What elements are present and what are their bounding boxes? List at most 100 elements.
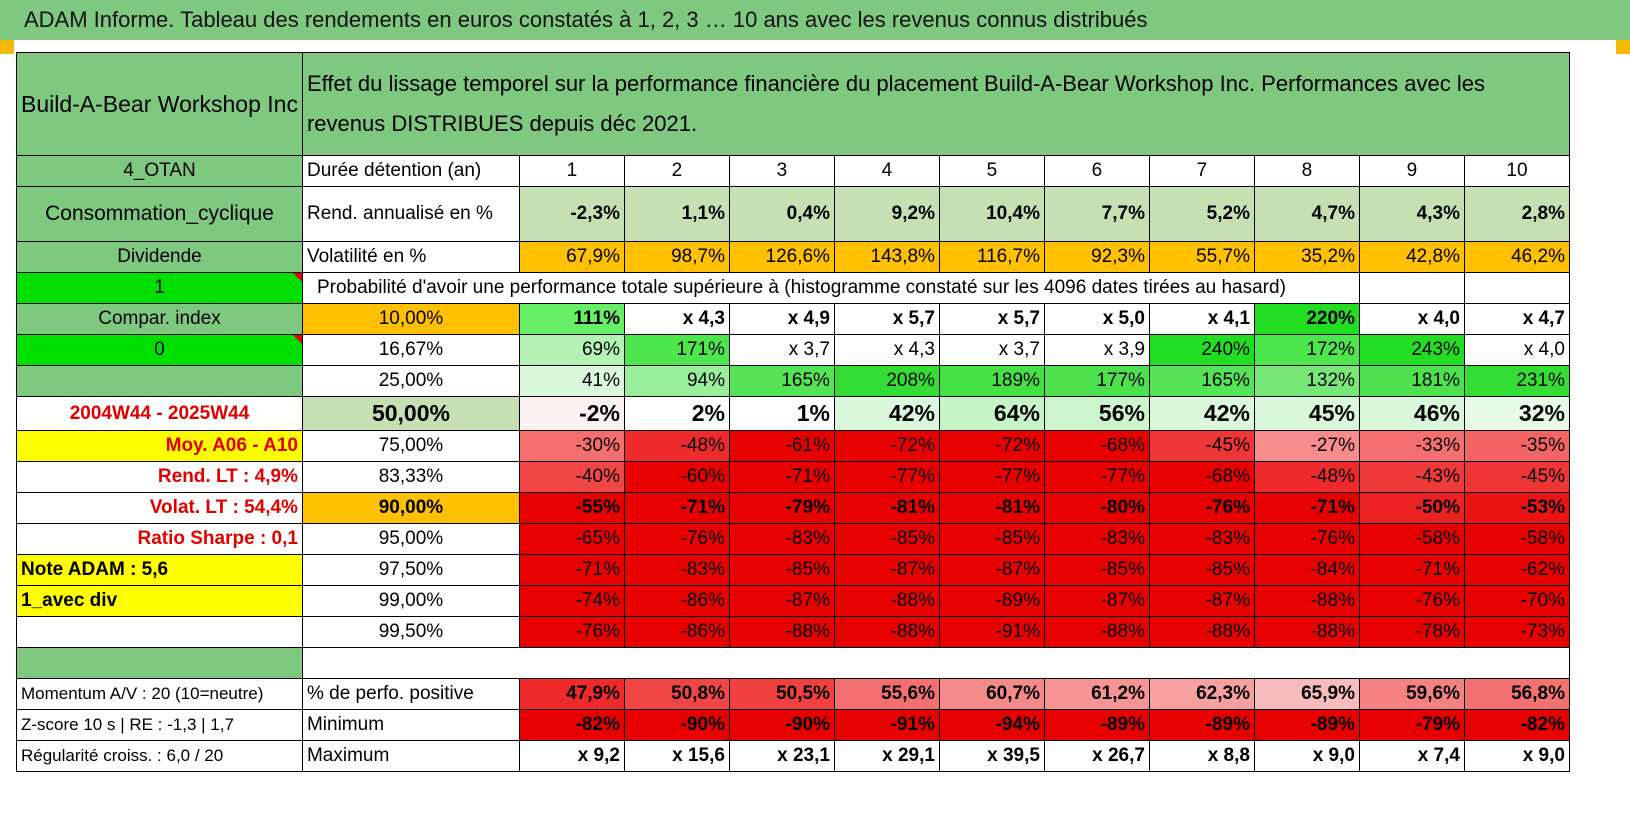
minimum-value: -91% (833, 709, 940, 741)
banner-marker-right (1616, 40, 1630, 54)
volatility-value: 35,2% (1253, 241, 1360, 273)
maximum-value: x 9,0 (1253, 740, 1360, 772)
quantile-value: -58% (1358, 523, 1465, 555)
regularity-info: Régularité croiss. : 6,0 / 20 (16, 740, 303, 772)
period-range: 2004W44 - 2025W44 (16, 396, 303, 431)
blank-green-cell (16, 365, 303, 397)
quantile-value: x 4,9 (728, 303, 835, 335)
quantile-value: -77% (938, 461, 1045, 493)
sector-name: Consommation_cyclique (16, 186, 303, 242)
quantile-value: x 3,7 (728, 334, 835, 366)
quantile-value: -62% (1463, 554, 1570, 586)
minimum-value: -89% (1253, 709, 1360, 741)
quantile-value: 69% (518, 334, 625, 366)
quantile-value: -87% (1148, 585, 1255, 617)
annual-return-value: 5,2% (1148, 186, 1255, 242)
quantile-value: -43% (1358, 461, 1465, 493)
quantile-threshold: 83,33% (301, 461, 520, 493)
positive-value: 62,3% (1148, 678, 1255, 710)
quantile-value: -50% (1358, 492, 1465, 524)
quantile-value: -45% (1148, 430, 1255, 462)
momentum-info: Momentum A/V : 20 (10=neutre) (16, 678, 303, 710)
quantile-value: 172% (1253, 334, 1360, 366)
quantile-value: 189% (938, 365, 1045, 397)
sharpe-ratio: Ratio Sharpe : 0,1 (16, 523, 303, 555)
annual-return-value: 7,7% (1043, 186, 1150, 242)
year-header: 5 (938, 155, 1045, 187)
maximum-value: x 23,1 (728, 740, 835, 772)
spacer-bar (16, 647, 303, 679)
annual-return-value: 2,8% (1463, 186, 1570, 242)
sector-code: 4_OTAN (16, 155, 303, 187)
volatility-value: 92,3% (1043, 241, 1150, 273)
volatility-value: 143,8% (833, 241, 940, 273)
quantile-value: -77% (833, 461, 940, 493)
flag-one-cell[interactable]: 1 (16, 272, 303, 304)
quantile-value: -87% (833, 554, 940, 586)
quantile-value: -71% (623, 492, 730, 524)
quantile-threshold: 97,50% (301, 554, 520, 586)
blank-cell (16, 616, 303, 648)
quantile-value: 111% (518, 303, 625, 335)
quantile-value: -76% (623, 523, 730, 555)
quantile-value: -70% (1463, 585, 1570, 617)
quantile-value: 46% (1358, 396, 1465, 431)
quantile-value: -65% (518, 523, 625, 555)
volatility-value: 126,6% (728, 241, 835, 273)
quantile-value: 240% (1148, 334, 1255, 366)
positive-value: 47,9% (518, 678, 625, 710)
quantile-value: x 4,7 (1463, 303, 1570, 335)
quantile-value: 208% (833, 365, 940, 397)
year-header: 9 (1358, 155, 1465, 187)
annual-return-value: 0,4% (728, 186, 835, 242)
maximum-value: x 26,7 (1043, 740, 1150, 772)
annual-return-value: 1,1% (623, 186, 730, 242)
maximum-value: x 8,8 (1148, 740, 1255, 772)
quantile-value: 165% (1148, 365, 1255, 397)
annual-return-value: -2,3% (518, 186, 625, 242)
minimum-value: -90% (728, 709, 835, 741)
long-term-volatility: Volat. LT : 54,4% (16, 492, 303, 524)
positive-value: 60,7% (938, 678, 1045, 710)
quantile-value: -85% (1148, 554, 1255, 586)
quantile-value: 231% (1463, 365, 1570, 397)
quantile-value: 94% (623, 365, 730, 397)
quantile-value: 42% (833, 396, 940, 431)
long-term-return: Rend. LT : 4,9% (16, 461, 303, 493)
quantile-value: x 4,3 (623, 303, 730, 335)
quantile-value: -83% (728, 523, 835, 555)
quantile-value: -71% (728, 461, 835, 493)
positive-label: % de perfo. positive (301, 678, 520, 710)
minimum-value: -82% (1463, 709, 1570, 741)
minimum-label: Minimum (301, 709, 520, 741)
quantile-value: -91% (938, 616, 1045, 648)
quantile-value: -71% (518, 554, 625, 586)
minimum-value: -89% (1043, 709, 1150, 741)
banner-marker-left (0, 40, 14, 54)
positive-value: 50,5% (728, 678, 835, 710)
table-title: Effet du lissage temporel sur la perform… (301, 52, 1570, 156)
positive-value: 56,8% (1463, 678, 1570, 710)
quantile-value: -27% (1253, 430, 1360, 462)
quantile-value: -40% (518, 461, 625, 493)
quantile-value: -71% (1358, 554, 1465, 586)
dividend-mode: 1_avec div (16, 585, 303, 617)
quantile-threshold: 16,67% (301, 334, 520, 366)
maximum-value: x 39,5 (938, 740, 1045, 772)
quantile-value: x 5,0 (1043, 303, 1150, 335)
quantile-value: -80% (1043, 492, 1150, 524)
quantile-value: 41% (518, 365, 625, 397)
quantile-threshold: 99,50% (301, 616, 520, 648)
quantile-value: -88% (1253, 585, 1360, 617)
quantile-value: 132% (1253, 365, 1360, 397)
volatility-value: 98,7% (623, 241, 730, 273)
company-name: Build-A-Bear Workshop Inc (16, 52, 303, 156)
volatility-label: Volatilité en % (301, 241, 520, 273)
quantile-value: -72% (938, 430, 1045, 462)
quantile-threshold: 25,00% (301, 365, 520, 397)
quantile-value: -84% (1253, 554, 1360, 586)
flag-zero-cell[interactable]: 0 (16, 334, 303, 366)
year-header: 10 (1463, 155, 1570, 187)
maximum-label: Maximum (301, 740, 520, 772)
quantile-value: -78% (1358, 616, 1465, 648)
